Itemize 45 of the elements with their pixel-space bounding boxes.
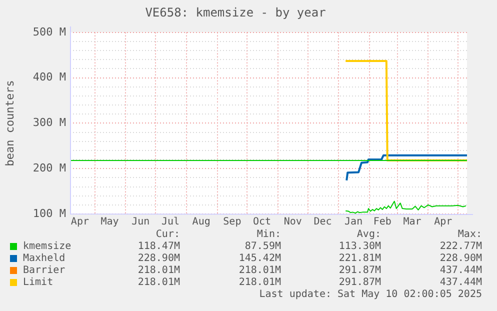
x-tick-label: May [100, 216, 119, 228]
text: 218.01M [136, 265, 180, 277]
legend-label: Maxheld [22, 253, 66, 265]
x-tick-label: Apr [70, 216, 89, 228]
legend-label: Barrier [22, 265, 66, 277]
y-tick-label: 100 M [32, 206, 66, 220]
x-tick-label: Nov [284, 216, 302, 228]
y-tick-label: 500 M [32, 25, 66, 38]
x-tick-label: Sep [223, 216, 242, 228]
legend-label: kmemsize [22, 241, 72, 253]
x-tick-label: Apr [434, 216, 452, 228]
text: 87.59M [244, 241, 281, 253]
x-tick-label: Dec [314, 216, 332, 228]
text: 221.81M [338, 253, 381, 265]
x-tick-label: Jan [344, 216, 363, 228]
x-tick-label: Feb [373, 216, 392, 228]
text: 291.87M [338, 265, 381, 277]
text: 113.30M [338, 241, 381, 253]
text: 437.44M [438, 265, 482, 277]
text: 218.01M [136, 277, 180, 289]
text: 291.87M [338, 277, 381, 289]
x-tick-label: Mar [403, 216, 422, 228]
y-tick-label: 200 M [32, 161, 66, 174]
y-tick-label: 300 M [32, 116, 66, 130]
text: Last update: Sat May 10 02:00:05 2025 [259, 289, 482, 301]
chart-title: VE658: kmemsize - by year [145, 5, 326, 20]
x-tick-label: Aug [192, 216, 210, 228]
text: Avg: [356, 229, 381, 241]
x-tick-label: Oct [253, 216, 272, 228]
x-tick-label: Jul [161, 216, 180, 228]
text: 222.77M [438, 241, 482, 253]
y-axis-title: bean counters [3, 80, 16, 166]
text: 218.01M [238, 265, 281, 277]
text: 228.90M [136, 253, 180, 265]
legend-label: Limit [22, 277, 54, 289]
text: 437.44M [438, 277, 482, 289]
text: 228.90M [438, 253, 482, 265]
text: Min: [256, 229, 281, 241]
text: Cur: [154, 229, 180, 241]
text: 118.47M [136, 241, 180, 253]
y-tick-label: 400 M [32, 70, 66, 84]
text: 145.42M [238, 253, 281, 265]
text: Max: [456, 229, 482, 241]
text: 218.01M [238, 277, 281, 289]
x-tick-label: Jun [132, 216, 150, 228]
